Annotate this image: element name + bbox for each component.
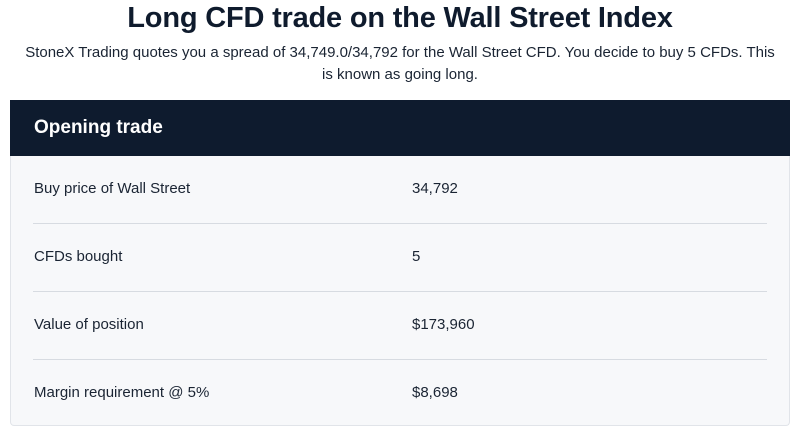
row-value: $173,960 xyxy=(412,316,475,333)
row-label: Margin requirement @ 5% xyxy=(34,384,210,401)
table-row-cfds-bought: CFDs bought 5 xyxy=(33,224,767,292)
row-value: 34,792 xyxy=(412,180,458,197)
table-body: Buy price of Wall Street 34,792 CFDs bou… xyxy=(33,156,767,428)
row-label: CFDs bought xyxy=(34,248,123,265)
table-row-margin-requirement: Margin requirement @ 5% $8,698 xyxy=(33,360,767,428)
table-header-label: Opening trade xyxy=(34,117,163,138)
row-label: Buy price of Wall Street xyxy=(34,180,191,197)
page-title: Long CFD trade on the Wall Street Index xyxy=(127,2,673,34)
opening-trade-table: Opening trade Buy price of Wall Street 3… xyxy=(10,100,790,426)
table-row-position-value: Value of position $173,960 xyxy=(33,292,767,360)
table-row-buy-price: Buy price of Wall Street 34,792 xyxy=(33,156,767,224)
row-value: 5 xyxy=(412,248,421,265)
row-value: $8,698 xyxy=(412,384,458,401)
row-label: Value of position xyxy=(34,316,144,333)
page-subtitle: StoneX Trading quotes you a spread of 34… xyxy=(25,44,775,83)
table-header: Opening trade xyxy=(10,100,790,156)
